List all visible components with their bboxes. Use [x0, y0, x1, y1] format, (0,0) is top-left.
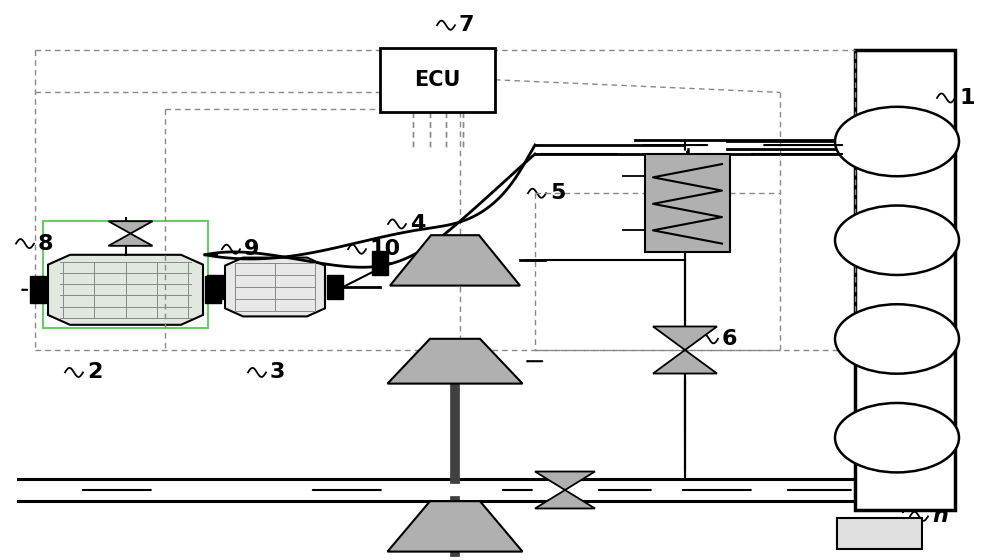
- Bar: [837, 518, 922, 549]
- Polygon shape: [48, 255, 203, 325]
- Text: 7: 7: [459, 15, 475, 35]
- Polygon shape: [390, 235, 520, 286]
- Polygon shape: [109, 234, 152, 246]
- Text: 4: 4: [410, 214, 425, 234]
- Bar: [207, 276, 223, 299]
- Circle shape: [835, 206, 959, 275]
- Text: 3: 3: [270, 362, 285, 382]
- Bar: [327, 276, 343, 299]
- Text: ECU: ECU: [414, 70, 461, 90]
- Text: 6: 6: [722, 329, 738, 349]
- Circle shape: [835, 403, 959, 473]
- Circle shape: [835, 304, 959, 374]
- Circle shape: [835, 107, 959, 176]
- Text: 9: 9: [244, 239, 259, 259]
- Polygon shape: [535, 490, 595, 508]
- Bar: [30, 277, 46, 304]
- Polygon shape: [535, 472, 595, 490]
- Text: n: n: [932, 506, 948, 526]
- Bar: [380, 48, 495, 112]
- Polygon shape: [653, 350, 717, 374]
- Text: 2: 2: [87, 362, 102, 382]
- Polygon shape: [109, 221, 152, 234]
- Bar: [855, 50, 955, 510]
- Polygon shape: [388, 339, 522, 384]
- Bar: [645, 154, 730, 252]
- Bar: [43, 221, 208, 328]
- Bar: [372, 251, 388, 275]
- Text: 5: 5: [550, 183, 565, 203]
- Bar: [205, 277, 221, 304]
- Polygon shape: [388, 501, 522, 552]
- Text: 8: 8: [38, 234, 54, 254]
- Text: 1: 1: [959, 88, 975, 108]
- Polygon shape: [653, 326, 717, 350]
- Polygon shape: [225, 258, 325, 316]
- Text: 10: 10: [370, 239, 401, 259]
